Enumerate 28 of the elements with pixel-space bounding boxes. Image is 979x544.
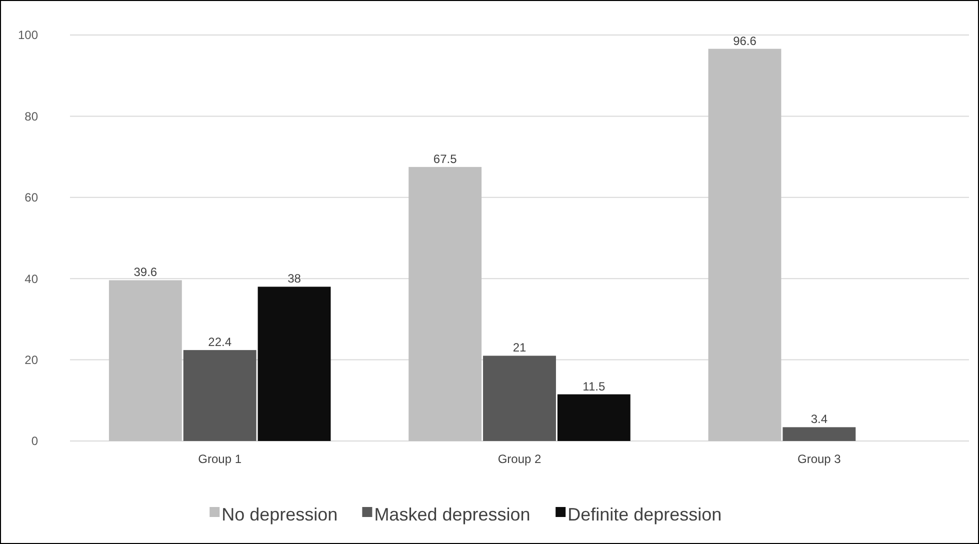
legend-label: Definite depression xyxy=(568,504,722,524)
data-label: 38 xyxy=(288,272,302,286)
data-label: 21 xyxy=(512,340,526,355)
legend-label: Masked depression xyxy=(374,504,530,524)
bar xyxy=(557,394,630,441)
bar xyxy=(782,427,856,441)
x-tick-label: Group 2 xyxy=(498,452,542,466)
x-tick-label: Group 3 xyxy=(797,452,842,466)
data-label: 39.6 xyxy=(134,265,158,280)
bar xyxy=(408,166,482,441)
data-label: 22.4 xyxy=(208,335,232,350)
bar xyxy=(258,286,331,441)
y-tick-label: 0 xyxy=(31,434,38,448)
data-label: 11.5 xyxy=(582,379,606,394)
bar xyxy=(108,280,182,441)
data-label: 96.6 xyxy=(733,34,757,48)
x-tick-label: Group 1 xyxy=(198,452,242,466)
data-label: 3.4 xyxy=(810,412,828,426)
y-tick-label: 100 xyxy=(18,28,38,42)
bar xyxy=(708,48,782,441)
bar xyxy=(483,356,556,441)
y-tick-label: 60 xyxy=(24,190,38,205)
y-tick-label: 80 xyxy=(24,109,38,124)
y-tick-label: 40 xyxy=(24,272,38,286)
data-label: 67.5 xyxy=(433,152,458,166)
y-tick-label: 20 xyxy=(24,353,38,367)
legend-label: No depression xyxy=(222,504,338,524)
bar xyxy=(183,350,256,441)
